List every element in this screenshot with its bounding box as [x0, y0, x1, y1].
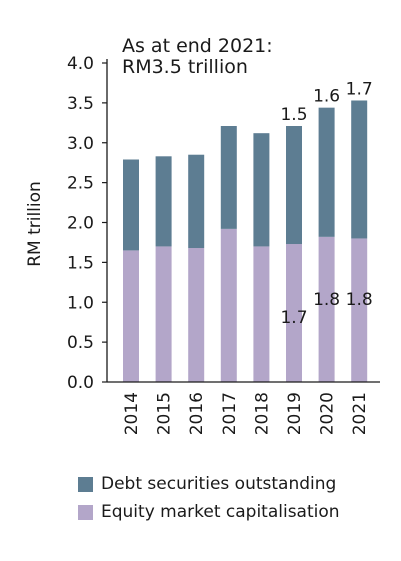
bar-equity-2014: [123, 250, 139, 382]
bar-equity-2016: [188, 248, 205, 382]
y-tick-label-0.5: 0.5: [67, 333, 94, 353]
bar-equity-2019: [286, 244, 302, 382]
x-tick-label-2017: 2017: [220, 392, 240, 435]
bar-equity-2018: [253, 246, 270, 382]
y-tick-label-3.5: 3.5: [67, 94, 94, 114]
bar-debt-2017: [220, 126, 237, 229]
bar-equity-2021: [351, 238, 368, 382]
x-tick-label-2021: 2021: [350, 392, 370, 435]
legend-swatch-debt: [78, 476, 93, 492]
y-tick-label-1.0: 1.0: [67, 293, 94, 313]
bar-debt-2014: [123, 159, 139, 251]
data-label-debt-2020: 1.6: [313, 87, 340, 107]
legend-label-equity: Equity market capitalisation: [101, 502, 340, 522]
bar-debt-2018: [253, 133, 270, 247]
legend-item-debt: Debt securities outstanding: [78, 470, 340, 498]
legend-item-equity: Equity market capitalisation: [78, 498, 340, 526]
data-label-equity-2019: 1.7: [280, 308, 307, 328]
y-tick-label-2.5: 2.5: [67, 174, 94, 194]
y-tick-label-1.5: 1.5: [67, 253, 94, 273]
data-label-equity-2021: 1.8: [346, 290, 373, 310]
data-label-equity-2020: 1.8: [313, 290, 340, 310]
bar-equity-2017: [220, 228, 237, 382]
axes-layer: 0.0 0.5 1.0 1.5 2.0 2.5 3.0 3.5 4.0 RM trillion 20…: [25, 54, 380, 435]
labels-layer: 1.5 1.7 1.6 1.8 1.7 1.8: [280, 79, 372, 328]
annotation-line-2: RM3.5 trillion: [122, 56, 248, 78]
bar-debt-2019: [286, 126, 302, 245]
legend-label-debt: Debt securities outstanding: [101, 474, 337, 494]
bar-debt-2021: [351, 100, 368, 239]
bar-debt-2020: [318, 107, 335, 237]
data-label-debt-2021: 1.7: [346, 79, 373, 99]
bar-debt-2015: [155, 156, 172, 247]
x-tick-label-2015: 2015: [155, 392, 175, 435]
legend-swatch-equity: [78, 504, 93, 520]
y-tick-label-2.0: 2.0: [67, 214, 94, 234]
x-tick-label-2020: 2020: [318, 392, 338, 435]
y-tick-label-0.0: 0.0: [67, 373, 94, 393]
x-tick-label-2014: 2014: [122, 392, 142, 435]
y-tick-label-3.0: 3.0: [67, 134, 94, 154]
legend: Debt securities outstanding Equity marke…: [78, 470, 340, 526]
bar-equity-2020: [318, 236, 335, 382]
x-tick-label-2016: 2016: [187, 392, 207, 435]
bar-debt-2016: [188, 154, 205, 249]
bar-equity-2015: [155, 246, 172, 382]
x-tick-label-2019: 2019: [285, 392, 305, 435]
x-tick-label-2018: 2018: [252, 392, 272, 435]
annotation-line-1: As at end 2021:: [122, 35, 273, 57]
chart-annotation: As at end 2021: RM3.5 trillion: [122, 36, 273, 78]
bars-layer: [123, 100, 368, 382]
y-tick-label-4.0: 4.0: [67, 54, 94, 74]
y-axis-title: RM trillion: [25, 181, 45, 267]
data-label-debt-2019: 1.5: [280, 105, 307, 125]
